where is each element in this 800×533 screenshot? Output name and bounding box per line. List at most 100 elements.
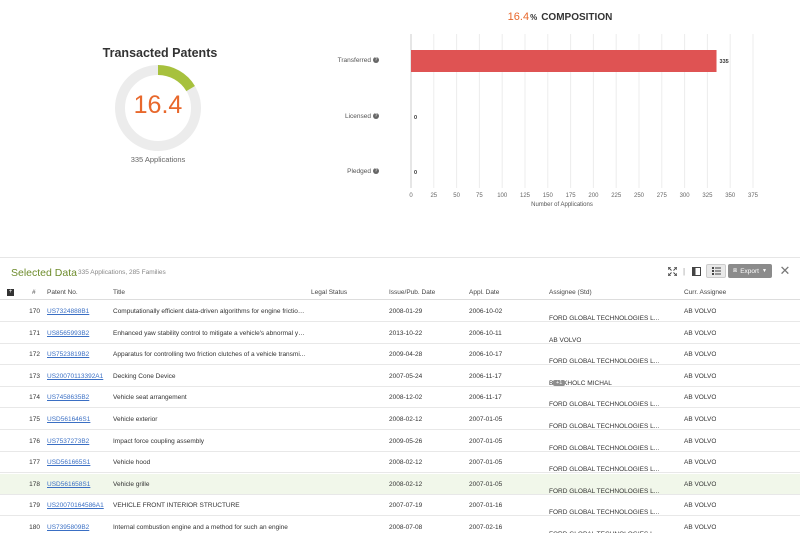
appl-date: 2006-11-17 xyxy=(469,394,502,402)
appl-date: 2007-01-05 xyxy=(469,480,503,488)
current-assignee: AB VOLVO xyxy=(684,480,717,488)
appl-date: 2006-10-11 xyxy=(469,329,502,337)
patent-link[interactable]: US7458635B2 xyxy=(47,394,90,402)
assignee-name: FORD GLOBAL TECHNOLOGIES L... xyxy=(549,444,660,452)
table-row[interactable]: 172 US7523819B2 Apparatus for controlling … xyxy=(0,344,800,366)
more-assignees-badge[interactable]: +1 xyxy=(553,379,566,386)
patent-title: Apparatus for controlling two friction c… xyxy=(113,351,306,359)
issue-date: 2008-12-02 xyxy=(389,394,423,402)
appl-date: 2006-11-17 xyxy=(469,372,502,380)
issue-date: 2008-01-29 xyxy=(389,308,423,315)
patent-title: Computationally efficient data-driven al… xyxy=(113,308,306,315)
summary-panel: Transacted Patents 16.4 335 Applications… xyxy=(0,0,800,255)
appl-date: 2007-02-16 xyxy=(469,524,503,531)
export-icon: ⧈ xyxy=(733,267,738,274)
table-row[interactable]: 179 US20070164586A1 VEHICLE FRONT INTERIOR… xyxy=(0,495,800,517)
patent-link[interactable]: USD561665S1 xyxy=(47,459,91,467)
col-status[interactable]: Legal Status xyxy=(311,289,348,296)
expand-all-icon[interactable]: + xyxy=(7,289,14,296)
col-assignee[interactable]: Assignee (Std) xyxy=(549,289,592,296)
x-tick-label: 275 xyxy=(657,193,668,199)
current-assignee: AB VOLVO xyxy=(684,459,717,467)
x-tick-label: 50 xyxy=(453,193,460,199)
issue-date: 2007-07-19 xyxy=(389,502,423,510)
assignee-name: FORD GLOBAL TECHNOLOGIES L... xyxy=(549,531,659,533)
current-assignee: AB VOLVO xyxy=(684,308,717,315)
category-label-licensed: Licensed? xyxy=(319,113,379,120)
x-tick-label: 200 xyxy=(588,193,599,199)
col-issue[interactable]: Issue/Pub. Date xyxy=(389,289,436,296)
x-tick-label: 375 xyxy=(748,193,759,199)
patent-link[interactable]: US7523819B2 xyxy=(47,351,90,359)
x-tick-label: 325 xyxy=(702,193,713,199)
help-icon[interactable]: ? xyxy=(373,168,379,175)
issue-date: 2008-02-12 xyxy=(389,480,423,488)
patent-title: Enhanced yaw stability control to mitiga… xyxy=(113,329,306,337)
composition-label: COMPOSITION xyxy=(541,12,613,23)
assignee-name: FORD GLOBAL TECHNOLOGIES L... xyxy=(549,358,660,366)
patent-title: Vehicle hood xyxy=(113,459,151,467)
col-patent[interactable]: Patent No. xyxy=(47,289,78,296)
composition-title: 16.4% COMPOSITION xyxy=(460,11,660,23)
table-row[interactable]: 170 US7324888B1 Computationally efficient … xyxy=(0,301,800,322)
patent-title: Decking Cone Device xyxy=(113,372,176,380)
column-layout-icon[interactable] xyxy=(690,264,702,278)
assignee-name: FORD GLOBAL TECHNOLOGIES L... xyxy=(549,315,660,322)
current-assignee: AB VOLVO xyxy=(684,502,717,510)
row-number: 171 xyxy=(29,329,40,337)
issue-date: 2007-05-24 xyxy=(389,372,423,380)
row-number: 176 xyxy=(29,437,40,445)
patent-title: Vehicle grille xyxy=(113,480,150,488)
patent-link[interactable]: US20070113392A1 xyxy=(47,372,104,380)
col-title[interactable]: Title xyxy=(113,289,126,296)
table-row[interactable]: 171 US8565993B2 Enhanced yaw stability con… xyxy=(0,323,800,344)
current-assignee: AB VOLVO xyxy=(684,329,717,337)
list-view-icon[interactable] xyxy=(706,264,726,278)
assignee-name: FORD GLOBAL TECHNOLOGIES L... xyxy=(549,466,660,474)
patent-link[interactable]: US7395809B2 xyxy=(47,524,90,531)
transacted-applications-count: 335 Applications xyxy=(130,155,186,164)
patent-link[interactable]: US20070164586A1 xyxy=(47,502,104,510)
table-header: + # Patent No. Title Legal Status Issue/… xyxy=(0,286,800,300)
patent-link[interactable]: US7324888B1 xyxy=(47,308,90,315)
export-label: Export xyxy=(740,267,759,275)
expand-icon[interactable] xyxy=(667,264,677,278)
x-tick-label: 350 xyxy=(725,193,736,199)
col-appl[interactable]: Appl. Date xyxy=(469,289,500,296)
bar-transferred xyxy=(411,50,717,72)
help-icon[interactable]: ? xyxy=(373,57,379,64)
chevron-down-icon: ▼ xyxy=(761,268,767,274)
table-row[interactable]: 176 US7537273B2 Impact force coupling asse… xyxy=(0,431,800,452)
x-tick-label: 300 xyxy=(680,193,691,199)
current-assignee: AB VOLVO xyxy=(684,437,717,445)
patent-title: Impact force coupling assembly xyxy=(113,437,205,445)
export-button[interactable]: ⧈ Export ▼ xyxy=(728,264,772,278)
row-number: 180 xyxy=(29,524,40,531)
help-icon[interactable]: ? xyxy=(373,113,379,120)
col-current[interactable]: Curr. Assignee xyxy=(684,289,727,296)
x-tick-label: 250 xyxy=(634,193,645,199)
row-number: 179 xyxy=(29,502,40,510)
category-name: Pledged xyxy=(347,168,371,175)
composition-percent: 16.4 xyxy=(507,11,530,23)
patent-link[interactable]: US7537273B2 xyxy=(47,437,90,445)
row-number: 175 xyxy=(29,416,40,423)
patent-link[interactable]: USD561658S1 xyxy=(47,480,91,488)
category-label-pledged: Pledged? xyxy=(319,168,379,175)
col-num[interactable]: # xyxy=(32,289,36,296)
issue-date: 2009-04-28 xyxy=(389,351,423,359)
assignee-name: AB VOLVO xyxy=(549,336,582,344)
close-icon[interactable]: ✕ xyxy=(779,263,791,278)
toolbar-divider: | xyxy=(682,266,686,276)
table-row[interactable]: 180 US7395809B2 Internal combustion engine… xyxy=(0,517,800,533)
issue-date: 2009-05-26 xyxy=(389,437,423,445)
current-assignee: AB VOLVO xyxy=(684,524,717,531)
patent-link[interactable]: US8565993B2 xyxy=(47,329,90,337)
patent-link[interactable]: USD561646S1 xyxy=(47,416,91,423)
patent-title: VEHICLE FRONT INTERIOR STRUCTURE xyxy=(113,502,240,510)
